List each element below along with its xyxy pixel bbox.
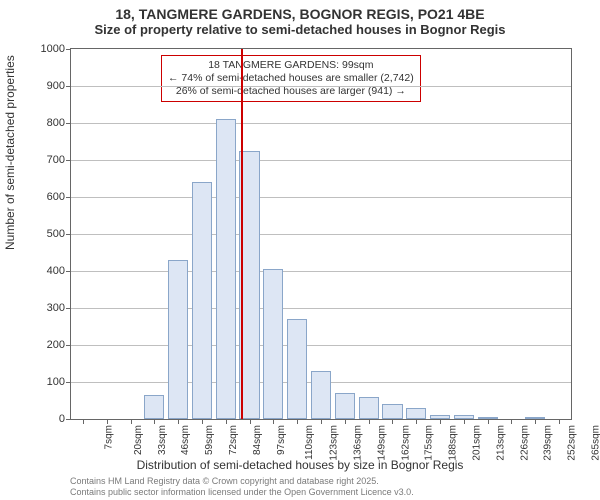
y-tick-mark bbox=[66, 86, 71, 87]
x-tick-label: 97sqm bbox=[276, 425, 287, 455]
x-tick-label: 110sqm bbox=[304, 425, 315, 460]
x-tick-label: 33sqm bbox=[157, 425, 168, 455]
gridline bbox=[71, 234, 571, 235]
y-tick-label: 0 bbox=[59, 413, 65, 425]
y-tick-label: 1000 bbox=[41, 43, 65, 55]
x-tick-mark bbox=[440, 419, 441, 424]
footer-line-2: Contains public sector information licen… bbox=[70, 487, 414, 498]
y-tick-label: 800 bbox=[47, 117, 65, 129]
y-tick-label: 100 bbox=[47, 376, 65, 388]
x-tick-mark bbox=[416, 419, 417, 424]
x-tick-label: 226sqm bbox=[519, 425, 530, 461]
x-tick-mark bbox=[392, 419, 393, 424]
y-tick-mark bbox=[66, 308, 71, 309]
x-tick-label: 84sqm bbox=[252, 425, 263, 455]
y-axis-title: Number of semi-detached properties bbox=[3, 55, 17, 250]
x-tick-label: 213sqm bbox=[495, 425, 506, 461]
x-tick-mark bbox=[131, 419, 132, 424]
y-tick-mark bbox=[66, 382, 71, 383]
histogram-bar bbox=[287, 319, 307, 419]
x-tick-label: 59sqm bbox=[204, 425, 215, 455]
gridline bbox=[71, 271, 571, 272]
y-tick-mark bbox=[66, 49, 71, 50]
y-tick-label: 300 bbox=[47, 302, 65, 314]
y-tick-mark bbox=[66, 419, 71, 420]
histogram-bar bbox=[382, 404, 402, 419]
x-tick-label: 136sqm bbox=[353, 425, 364, 461]
callout-line-2: ← 74% of semi-detached houses are smalle… bbox=[168, 72, 414, 85]
x-tick-label: 265sqm bbox=[591, 425, 600, 461]
y-tick-label: 900 bbox=[47, 80, 65, 92]
chart-title-sub: Size of property relative to semi-detach… bbox=[0, 22, 600, 37]
x-tick-mark bbox=[154, 419, 155, 424]
x-tick-label: 46sqm bbox=[180, 425, 191, 455]
histogram-bar bbox=[168, 260, 188, 419]
x-tick-mark bbox=[107, 419, 108, 424]
x-tick-label: 201sqm bbox=[472, 425, 483, 461]
x-tick-mark bbox=[369, 419, 370, 424]
y-tick-label: 200 bbox=[47, 339, 65, 351]
histogram-bar bbox=[311, 371, 331, 419]
x-tick-mark bbox=[178, 419, 179, 424]
chart-title-block: 18, TANGMERE GARDENS, BOGNOR REGIS, PO21… bbox=[0, 0, 600, 37]
x-tick-mark bbox=[226, 419, 227, 424]
chart-plot-area: 18 TANGMERE GARDENS: 99sqm ← 74% of semi… bbox=[70, 48, 572, 420]
x-tick-label: 7sqm bbox=[103, 425, 114, 449]
y-tick-label: 500 bbox=[47, 228, 65, 240]
x-tick-mark bbox=[464, 419, 465, 424]
x-tick-label: 162sqm bbox=[400, 425, 411, 461]
x-tick-mark bbox=[511, 419, 512, 424]
x-tick-mark bbox=[273, 419, 274, 424]
chart-title-main: 18, TANGMERE GARDENS, BOGNOR REGIS, PO21… bbox=[0, 6, 600, 22]
x-tick-label: 252sqm bbox=[567, 425, 578, 461]
histogram-bar bbox=[359, 397, 379, 419]
y-tick-mark bbox=[66, 123, 71, 124]
x-tick-mark bbox=[345, 419, 346, 424]
x-tick-mark bbox=[83, 419, 84, 424]
y-tick-mark bbox=[66, 197, 71, 198]
y-tick-label: 600 bbox=[47, 191, 65, 203]
gridline bbox=[71, 86, 571, 87]
histogram-bar bbox=[144, 395, 164, 419]
x-tick-mark bbox=[321, 419, 322, 424]
y-tick-mark bbox=[66, 234, 71, 235]
gridline bbox=[71, 160, 571, 161]
x-tick-label: 188sqm bbox=[448, 425, 459, 461]
gridline bbox=[71, 123, 571, 124]
histogram-bar bbox=[192, 182, 212, 419]
x-tick-mark bbox=[250, 419, 251, 424]
x-tick-label: 239sqm bbox=[543, 425, 554, 461]
x-tick-mark bbox=[297, 419, 298, 424]
x-axis-title: Distribution of semi-detached houses by … bbox=[0, 458, 600, 472]
x-tick-label: 123sqm bbox=[329, 425, 340, 461]
y-tick-mark bbox=[66, 160, 71, 161]
footer-line-1: Contains HM Land Registry data © Crown c… bbox=[70, 476, 414, 487]
gridline bbox=[71, 197, 571, 198]
x-tick-mark bbox=[488, 419, 489, 424]
footer-attribution: Contains HM Land Registry data © Crown c… bbox=[70, 476, 414, 498]
x-tick-mark bbox=[202, 419, 203, 424]
histogram-bar bbox=[335, 393, 355, 419]
x-tick-label: 149sqm bbox=[376, 425, 387, 461]
x-tick-mark bbox=[559, 419, 560, 424]
x-tick-mark bbox=[535, 419, 536, 424]
x-tick-label: 175sqm bbox=[424, 425, 435, 461]
histogram-bar bbox=[216, 119, 236, 419]
gridline bbox=[71, 345, 571, 346]
gridline bbox=[71, 308, 571, 309]
callout-line-1: 18 TANGMERE GARDENS: 99sqm bbox=[168, 59, 414, 72]
y-tick-label: 400 bbox=[47, 265, 65, 277]
y-tick-mark bbox=[66, 271, 71, 272]
x-tick-label: 20sqm bbox=[133, 425, 144, 455]
histogram-bar bbox=[263, 269, 283, 419]
y-tick-label: 700 bbox=[47, 154, 65, 166]
y-tick-mark bbox=[66, 345, 71, 346]
marker-callout: 18 TANGMERE GARDENS: 99sqm ← 74% of semi… bbox=[161, 55, 421, 102]
x-tick-label: 72sqm bbox=[228, 425, 239, 455]
histogram-bar bbox=[406, 408, 426, 419]
property-marker-line bbox=[241, 49, 243, 419]
